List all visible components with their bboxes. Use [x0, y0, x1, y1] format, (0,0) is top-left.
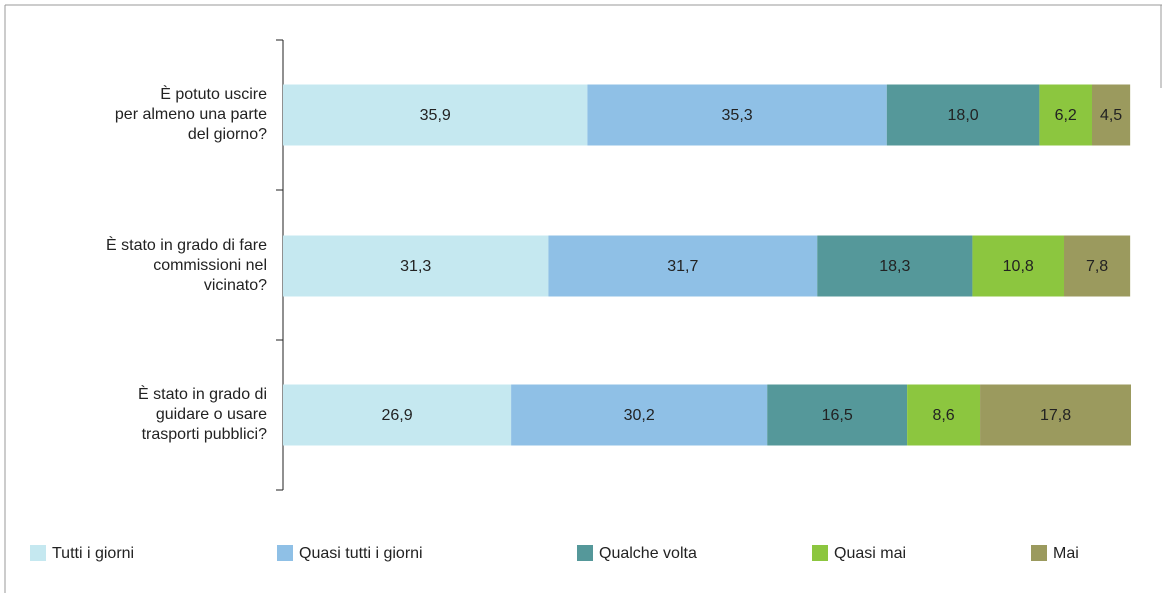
category-label: È stato in grado di guidare o usare tras…: [138, 386, 267, 443]
value-label: 31,7: [667, 258, 698, 275]
bar-segment: [511, 384, 768, 446]
category-label: È stato in grado di fare commissioni nel…: [106, 237, 267, 294]
value-label: 31,3: [400, 258, 431, 275]
value-label: 16,5: [822, 407, 853, 424]
legend-label: Quasi mai: [834, 545, 906, 562]
bar-segment: [548, 235, 818, 297]
bar-segment: [283, 384, 512, 446]
legend-label: Mai: [1053, 545, 1079, 562]
value-label: 18,0: [948, 107, 979, 124]
value-label: 17,8: [1040, 407, 1071, 424]
value-label: 10,8: [1003, 258, 1034, 275]
legend-label: Qualche volta: [599, 545, 697, 562]
legend-swatch: [577, 545, 593, 561]
legend-swatch: [30, 545, 46, 561]
value-label: 35,9: [420, 107, 451, 124]
bar-segment: [886, 84, 1040, 146]
value-label: 7,8: [1086, 258, 1108, 275]
value-label: 18,3: [879, 258, 910, 275]
legend-swatch: [277, 545, 293, 561]
value-label: 4,5: [1100, 107, 1122, 124]
bar-segment: [972, 235, 1065, 297]
value-label: 30,2: [624, 407, 655, 424]
bar-segment: [767, 384, 908, 446]
bar-segment: [907, 384, 981, 446]
value-label: 8,6: [932, 407, 954, 424]
value-label: 26,9: [381, 407, 412, 424]
legend-label: Tutti i giorni: [52, 545, 134, 562]
category-label: È potuto uscire per almeno una parte del…: [114, 86, 267, 143]
bar-segment: [283, 235, 549, 297]
bar-segment: [1091, 84, 1131, 146]
bar-segment: [283, 84, 588, 146]
bar-segment: [1064, 235, 1131, 297]
value-label: 35,3: [722, 107, 753, 124]
legend-swatch: [1031, 545, 1047, 561]
legend-swatch: [812, 545, 828, 561]
bar-segment: [980, 384, 1131, 446]
bar-segment: [817, 235, 973, 297]
bar-segment: [587, 84, 887, 146]
value-label: 6,2: [1055, 107, 1077, 124]
bar-segment: [1039, 84, 1092, 146]
legend-label: Quasi tutti i giorni: [299, 545, 423, 562]
